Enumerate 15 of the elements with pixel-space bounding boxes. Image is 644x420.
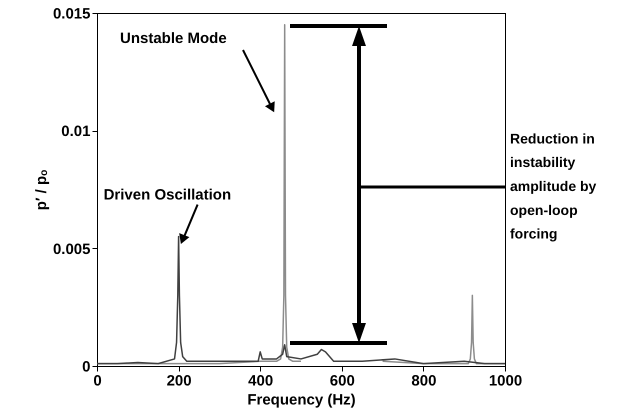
x-tick-label: 1000 — [488, 372, 522, 390]
x-tick-label: 200 — [166, 372, 192, 390]
y-tick-label: 0 — [82, 358, 90, 376]
x-tick-label: 0 — [93, 372, 102, 390]
y-tick-label: 0.01 — [61, 123, 90, 140]
annotation: Driven Oscillation — [104, 186, 232, 204]
y-axis-title: p′ / pₒ — [32, 170, 50, 210]
x-axis-title: Frequency (Hz) — [247, 392, 356, 408]
y-tick-label: 0.005 — [52, 240, 90, 258]
text: Reduction in instability amplitude by open-loop forcing — [510, 130, 597, 242]
y-tick-label: 0.015 — [52, 6, 90, 22]
annotation: Unstable Mode — [120, 30, 227, 47]
x-tick-label: 800 — [411, 372, 436, 390]
x-tick-label: 400 — [248, 372, 274, 390]
x-tick-label: 600 — [330, 372, 355, 390]
